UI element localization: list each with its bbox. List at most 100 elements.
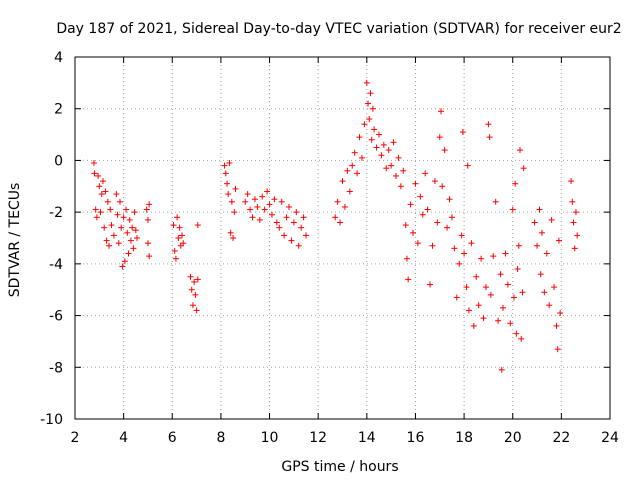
data-point [446,196,453,203]
x-tick-labels: 2 4 6 8 10 12 14 16 18 20 22 24 [71,430,619,446]
data-point [405,276,412,283]
y-tick-label: -6 [49,309,63,325]
data-point [393,172,399,179]
data-point [179,232,185,239]
data-point [351,149,358,156]
data-point [407,201,414,208]
data-point [127,237,134,244]
data-point [266,201,273,208]
y-tick-label: -10 [40,412,63,428]
data-point [555,237,562,244]
data-point [226,160,233,167]
data-point [538,229,545,236]
data-point [244,191,251,198]
data-point [366,116,373,123]
data-point [264,188,271,195]
data-point [102,188,109,195]
data-point [444,224,451,231]
data-point [194,276,201,283]
y-tick-label: -8 [49,360,63,376]
data-point [485,121,492,128]
data-point [332,214,339,221]
data-point [510,294,517,301]
data-point [459,128,466,135]
data-point [189,302,196,309]
data-point [414,240,421,247]
data-point [473,273,480,280]
data-point [519,289,526,296]
data-point [431,178,438,185]
data-point [378,152,385,159]
data-point [129,224,136,231]
data-point [98,191,105,198]
data-point [486,134,493,141]
data-point [367,90,374,97]
x-tick-label: 16 [407,430,425,446]
data-point [120,214,127,221]
data-point [93,214,100,221]
data-point [518,335,525,342]
data-point [514,266,521,273]
data-point [464,162,471,169]
data-point [461,250,468,257]
data-point [475,302,482,309]
data-point [424,206,431,213]
data-point [99,178,106,185]
data-point [463,284,470,291]
data-point [91,170,98,177]
y-tick-label: 2 [54,102,63,118]
data-point [222,170,229,177]
data-point [187,273,194,280]
data-point [298,224,305,231]
data-point [134,235,141,241]
data-point [439,183,446,190]
data-point [339,178,346,185]
y-axis-label: SDTVAR / TECUs [7,183,23,298]
data-point [368,136,375,143]
data-point [107,206,114,213]
x-tick-label: 10 [261,430,279,446]
data-point [232,185,239,192]
data-point [543,250,550,257]
data-point [429,242,436,249]
data-point [228,198,235,205]
data-point [113,191,120,198]
data-point [437,108,444,115]
data-point [375,131,382,138]
data-point [574,232,581,239]
data-point [397,183,404,190]
data-point [356,134,363,141]
data-point [548,216,555,223]
data-point [223,180,230,187]
data-point [572,209,579,216]
data-point [568,178,575,185]
data-point [114,211,121,218]
x-tick-label: 20 [504,430,522,446]
data-point [119,263,126,270]
data-point [124,229,131,236]
data-point [126,216,133,223]
data-point [132,227,139,234]
data-point [273,219,280,226]
data-point [188,286,195,293]
data-point [537,271,544,278]
data-point [554,346,561,353]
data-point [268,211,275,218]
data-point [465,307,472,314]
data-point [507,320,514,327]
data-point [349,162,356,169]
data-point [346,188,353,195]
data-point [344,167,351,174]
data-point [110,232,117,239]
data-point [143,206,150,213]
data-point [553,322,560,329]
data-point [412,180,419,187]
data-point [281,232,288,239]
data-point [470,322,477,329]
data-point [403,255,410,262]
data-point [144,240,151,247]
data-point [170,222,177,229]
data-point [249,214,256,221]
data-point [492,198,499,205]
